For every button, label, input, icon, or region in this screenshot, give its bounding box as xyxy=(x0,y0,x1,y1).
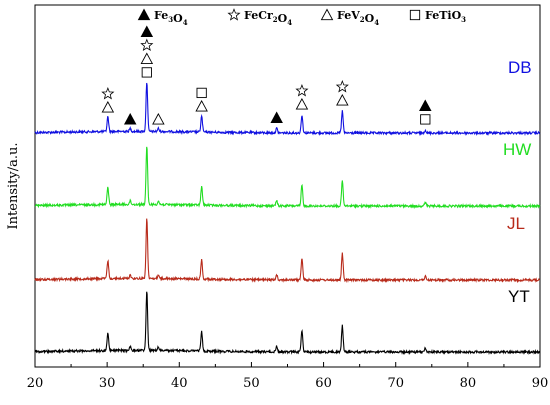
legend-subscript: 2 xyxy=(273,15,278,24)
legend-subscript: 3 xyxy=(461,15,466,24)
x-tick-label: 80 xyxy=(460,376,477,391)
series-label-yt: YT xyxy=(508,287,530,306)
legend-entry: Fe3O4 xyxy=(154,9,188,27)
legend-text-part: O xyxy=(365,12,375,25)
x-tick-label: 20 xyxy=(27,376,44,391)
series-label-db: DB xyxy=(508,58,532,77)
open-triangle-icon xyxy=(152,112,165,125)
legend-entry: FeV2O4 xyxy=(337,9,379,27)
peak-markers xyxy=(101,25,432,125)
x-tick-label: 90 xyxy=(532,376,549,391)
legend-entry: FeCr2O4 xyxy=(244,9,292,27)
star-icon xyxy=(101,87,115,100)
legend-subscript: 4 xyxy=(374,18,379,27)
legend-open-triangle-icon xyxy=(320,8,334,21)
legend-entry: FeTiO3 xyxy=(425,9,466,24)
legend-open-square-icon xyxy=(409,9,421,21)
open-triangle-icon xyxy=(140,52,154,65)
open-square-icon xyxy=(141,67,152,78)
legend-subscript: 2 xyxy=(360,15,365,24)
series-label-jl: JL xyxy=(507,214,525,233)
star-icon xyxy=(335,80,349,93)
legend-text-part: O xyxy=(278,12,288,25)
open-triangle-icon xyxy=(101,100,115,113)
series-label-hw: HW xyxy=(503,140,531,159)
star-icon xyxy=(140,38,154,51)
x-tick-label: 50 xyxy=(243,376,260,391)
star-icon xyxy=(295,84,309,97)
open-triangle-icon xyxy=(295,97,309,110)
legend-text-part: FeCr xyxy=(244,9,273,22)
legend-filled-triangle-icon xyxy=(137,8,151,21)
series-line-hw xyxy=(34,146,541,210)
legend-subscript: 4 xyxy=(287,18,292,27)
filled-triangle-icon xyxy=(123,112,137,125)
series-line-jl xyxy=(34,218,540,284)
filled-triangle-icon xyxy=(270,111,283,124)
legend-text-part: FeTiO xyxy=(425,9,462,22)
series-lines xyxy=(34,82,541,356)
open-triangle-icon xyxy=(195,99,208,112)
series-labels: DB HW JL YT xyxy=(503,58,532,306)
plot-frame xyxy=(34,4,541,368)
x-tick-label: 70 xyxy=(387,376,404,391)
x-tick-label: 60 xyxy=(315,376,332,391)
x-axis-ticks: 20 30 40 50 60 70 80 90 xyxy=(27,362,549,391)
y-axis-label: Intensity/a.u. xyxy=(6,143,21,230)
legend-subscript: 3 xyxy=(168,15,173,24)
legend-text-part: Fe xyxy=(154,9,168,22)
open-square-icon xyxy=(196,87,207,99)
open-square-icon xyxy=(420,114,431,125)
x-tick-label: 40 xyxy=(171,376,188,391)
legend-text-part: FeV xyxy=(337,9,360,22)
legend-subscript: 4 xyxy=(183,18,188,27)
series-line-db xyxy=(34,82,541,137)
filled-triangle-icon xyxy=(419,99,432,112)
legend-star-icon xyxy=(227,8,241,21)
open-triangle-icon xyxy=(336,93,349,106)
filled-triangle-icon xyxy=(140,25,154,38)
legend-text-part: O xyxy=(173,12,183,25)
series-line-yt xyxy=(34,291,541,356)
x-tick-label: 30 xyxy=(99,376,116,391)
